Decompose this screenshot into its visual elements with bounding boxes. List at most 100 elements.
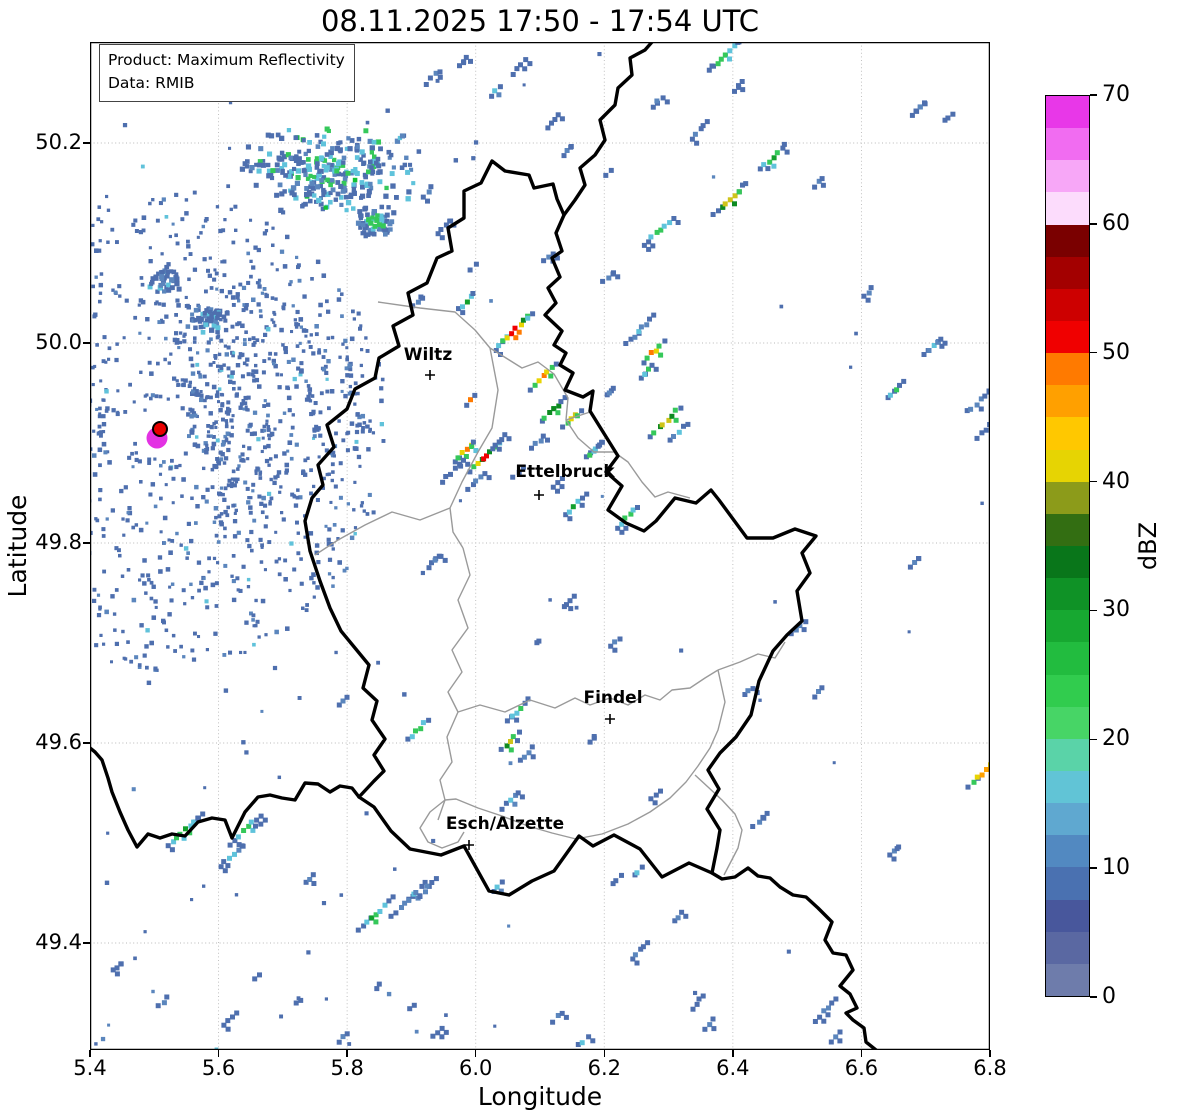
luxembourg-border (303, 159, 818, 897)
colorbar-segment (1046, 803, 1089, 836)
colorbar-segment (1046, 706, 1089, 739)
colorbar-tick-mark (1090, 738, 1097, 741)
colorbar-tick-label: 50 (1102, 339, 1130, 365)
france-belgium-border (90, 746, 361, 849)
y-tick-mark (83, 942, 90, 944)
city-plus-icon (534, 490, 544, 500)
figure-title: 08.11.2025 17:50 - 17:54 UTC (320, 4, 760, 38)
x-tick-label: 6.6 (844, 1056, 879, 1080)
x-tick-label: 6.8 (973, 1056, 1007, 1080)
colorbar-tick-mark (1090, 223, 1097, 225)
x-tick-mark (89, 1050, 91, 1057)
colorbar-segment (1046, 481, 1089, 514)
colorbar-segment (1046, 128, 1089, 161)
colorbar-tick-label: 60 (1102, 210, 1130, 236)
city-label: Esch/Alzette (446, 814, 564, 834)
colorbar-segment (1046, 320, 1089, 354)
y-tick-label: 49.8 (35, 530, 82, 554)
country-borders (90, 42, 878, 1050)
colorbar-segment (1046, 835, 1089, 868)
colorbar-tick-label: 30 (1102, 597, 1130, 623)
canton-border-line (457, 669, 719, 713)
colorbar-segment (1046, 867, 1089, 900)
product-info-box: Product: Maximum Reflectivity Data: RMIB (99, 44, 355, 102)
canton-border-line (444, 669, 726, 840)
colorbar-tick-label: 10 (1102, 855, 1130, 881)
colorbar-segment (1046, 578, 1089, 611)
colorbar-tick-label: 40 (1102, 468, 1130, 494)
canton-border-line (694, 774, 743, 876)
colorbar-segment (1046, 224, 1089, 257)
x-tick-mark (860, 1050, 863, 1057)
colorbar-segment (1046, 513, 1089, 546)
y-tick-label: 49.4 (35, 930, 82, 954)
colorbar-segment (1046, 353, 1089, 386)
belgium-germany-border (562, 42, 654, 217)
y-tick-label: 50.0 (35, 330, 82, 354)
city-plus-icon (425, 370, 435, 380)
city-markers: Wiltz Ettelbruck Findel Esch/Alzette (404, 345, 643, 850)
colorbar-segment (1046, 899, 1089, 932)
canton-border-line (419, 799, 465, 849)
x-tick-label: 6.0 (459, 1056, 493, 1080)
canton-border-line (437, 547, 471, 821)
y-tick-label: 50.2 (35, 130, 82, 154)
x-tick-label: 6.4 (716, 1056, 750, 1080)
x-tick-label: 5.6 (201, 1056, 236, 1080)
radar-dot-icon (152, 421, 168, 437)
city-label: Wiltz (404, 345, 453, 365)
x-axis-label: Longitude (477, 1082, 603, 1111)
colorbar-label: dBZ (1134, 521, 1162, 571)
colorbar-segment (1046, 417, 1089, 450)
x-tick-mark (474, 1050, 477, 1057)
colorbar-segment (1046, 770, 1089, 804)
x-tick-mark (732, 1050, 734, 1057)
colorbar-segment (1046, 642, 1089, 675)
colorbar-tick-mark (1090, 351, 1097, 354)
colorbar-segment (1046, 256, 1089, 289)
y-tick-mark (83, 742, 90, 744)
france-germany-border (710, 866, 878, 1050)
canton-borders (314, 301, 786, 876)
radar-site-marker (146, 421, 168, 449)
colorbar-tick-label: 0 (1102, 984, 1116, 1009)
colorbar-segment (1046, 738, 1089, 771)
colorbar-segment (1046, 288, 1089, 321)
map-plot-area: Wiltz Ettelbruck Findel Esch/Alzette Produc… (90, 42, 990, 1050)
colorbar-segment (1046, 610, 1089, 643)
colorbar-segment (1046, 96, 1089, 129)
colorbar-tick-mark (1090, 480, 1097, 483)
colorbar-segment (1046, 931, 1089, 964)
city-label: Ettelbruck (515, 462, 615, 482)
plot-frame (90, 42, 990, 1050)
colorbar (1045, 95, 1090, 997)
colorbar-tick-label: 20 (1102, 726, 1130, 752)
y-tick-mark (83, 342, 90, 344)
colorbar-tick-label: 70 (1102, 82, 1130, 107)
city-plus-icon (464, 840, 474, 850)
radar-echoes-layer (90, 42, 990, 1050)
x-tick-label: 5.4 (73, 1056, 107, 1080)
colorbar-segment (1046, 385, 1089, 418)
colorbar-segment (1046, 449, 1089, 482)
colorbar-segment (1046, 963, 1089, 996)
colorbar-segment (1046, 545, 1089, 579)
canton-border-line (449, 347, 499, 549)
city-marker-ettelbruck: Ettelbruck (515, 462, 615, 500)
y-tick-mark (83, 142, 90, 144)
x-tick-label: 5.8 (330, 1056, 364, 1080)
x-tick-mark (603, 1050, 606, 1057)
x-tick-mark (989, 1050, 991, 1057)
colorbar-tick-mark (1090, 996, 1097, 998)
x-tick-label: 6.2 (587, 1056, 621, 1080)
canton-border-line (314, 507, 451, 556)
city-plus-icon (605, 714, 615, 724)
canton-border-line (377, 301, 491, 349)
canton-border-line (489, 347, 691, 499)
city-marker-findel: Findel (583, 688, 643, 724)
colorbar-tick-mark (1090, 867, 1097, 869)
city-marker-esch-alzette: Esch/Alzette (446, 814, 564, 850)
colorbar-segment (1046, 160, 1089, 193)
colorbar-tick-mark (1090, 609, 1097, 612)
